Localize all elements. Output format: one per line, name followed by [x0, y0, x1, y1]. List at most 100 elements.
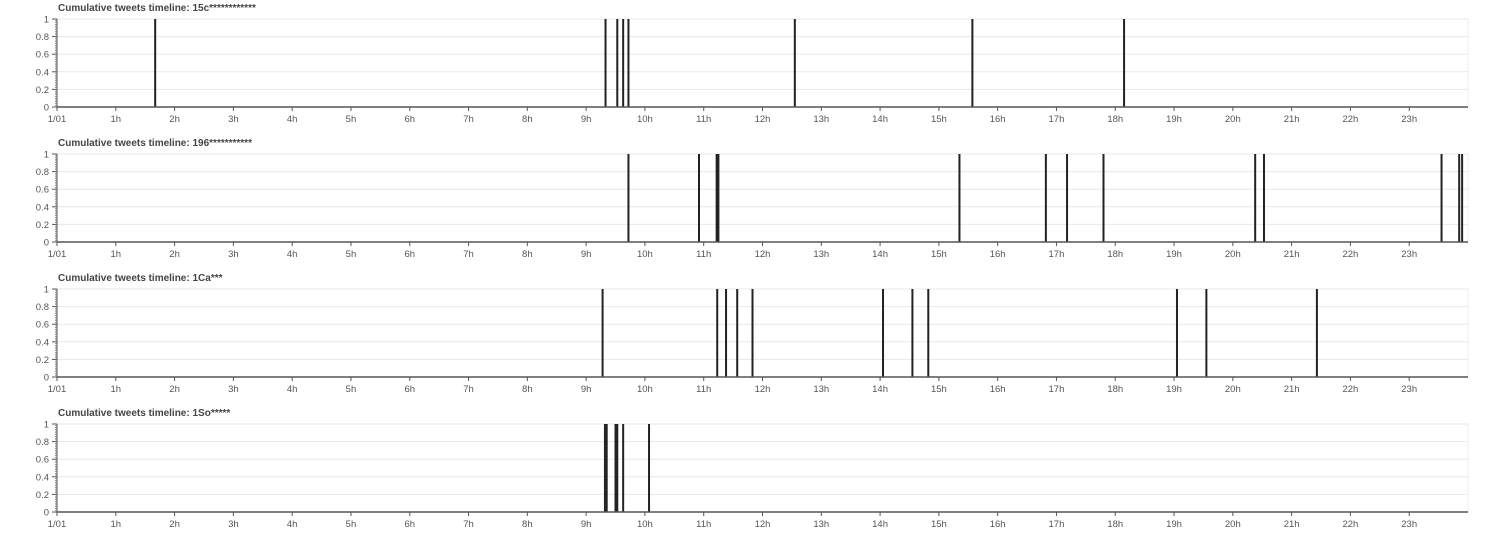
x-tick-label: 17h	[1049, 519, 1065, 530]
x-tick-label: 18h	[1107, 519, 1123, 530]
x-tick-label: 17h	[1049, 114, 1065, 125]
x-tick-label: 18h	[1107, 114, 1123, 125]
x-tick-label: 11h	[696, 249, 711, 260]
x-tick-label: 15h	[931, 114, 947, 125]
x-tick-label: 16h	[990, 114, 1006, 125]
y-tick-label: 0.8	[36, 167, 49, 178]
x-tick-label: 14h	[872, 519, 888, 530]
x-tick-label: 6h	[404, 384, 415, 395]
x-tick-label: 14h	[872, 384, 888, 395]
y-tick-label: 0	[44, 373, 49, 384]
x-tick-label: 18h	[1107, 249, 1123, 260]
y-tick-label: 0.4	[36, 337, 49, 348]
x-tick-label: 4h	[287, 384, 298, 395]
x-tick-label: 20h	[1225, 114, 1241, 125]
y-tick-label: 0.6	[36, 50, 49, 61]
x-tick-label: 21h	[1284, 114, 1300, 125]
timeline-panel-1: Cumulative tweets timeline: 15c*********…	[36, 3, 1469, 125]
x-tick-label: 8h	[522, 114, 533, 125]
y-tick-label: 0.2	[36, 355, 49, 366]
x-tick-label: 9h	[581, 114, 592, 125]
y-tick-label: 0.8	[36, 32, 49, 43]
x-tick-label: 21h	[1284, 384, 1300, 395]
x-tick-label: 10h	[637, 249, 653, 260]
y-tick-label: 0	[44, 238, 49, 249]
x-tick-label: 12h	[755, 249, 771, 260]
x-tick-label: 19h	[1166, 519, 1182, 530]
x-tick-label: 21h	[1284, 249, 1300, 260]
plot-frame	[56, 423, 1469, 513]
x-tick-label: 6h	[404, 114, 415, 125]
x-tick-label: 10h	[637, 519, 653, 530]
x-tick-label: 17h	[1049, 384, 1065, 395]
chart-title: Cumulative tweets timeline: 1So*****	[58, 408, 230, 419]
x-tick-label: 1h	[111, 249, 122, 260]
y-tick-label: 0.6	[36, 455, 49, 466]
x-tick-label: 3h	[228, 249, 239, 260]
x-tick-label: 14h	[872, 249, 888, 260]
x-tick-label: 1/01	[48, 519, 67, 530]
y-tick-label: 0.6	[36, 320, 49, 331]
x-tick-label: 13h	[813, 384, 829, 395]
x-tick-label: 12h	[755, 384, 771, 395]
x-tick-label: 20h	[1225, 384, 1241, 395]
y-tick-label: 0.6	[36, 185, 49, 196]
x-tick-label: 12h	[755, 519, 771, 530]
x-tick-label: 11h	[696, 519, 711, 530]
x-tick-label: 2h	[169, 519, 180, 530]
y-tick-label: 0.4	[36, 67, 49, 78]
x-tick-label: 10h	[637, 384, 653, 395]
x-tick-label: 17h	[1049, 249, 1065, 260]
x-tick-label: 3h	[228, 114, 239, 125]
x-tick-label: 5h	[346, 519, 357, 530]
y-tick-label: 0	[44, 508, 49, 519]
x-tick-label: 22h	[1342, 384, 1358, 395]
timeline-panel-4: Cumulative tweets timeline: 1So***** 0 0.2…	[36, 408, 1469, 530]
chart-title: Cumulative tweets timeline: 1Ca***	[58, 273, 223, 284]
x-tick-label: 15h	[931, 384, 947, 395]
x-tick-label: 16h	[990, 384, 1006, 395]
x-tick-label: 6h	[404, 519, 415, 530]
x-tick-label: 19h	[1166, 249, 1182, 260]
x-tick-label: 9h	[581, 249, 592, 260]
timeline-panel-3: Cumulative tweets timeline: 1Ca*** 0 0.2 0.…	[36, 273, 1469, 395]
plot-frame	[56, 18, 1469, 108]
y-tick-label: 0.4	[36, 472, 49, 483]
x-tick-label: 11h	[696, 114, 711, 125]
x-tick-label: 1/01	[48, 384, 67, 395]
chart-title: Cumulative tweets timeline: 196*********…	[58, 138, 252, 149]
x-tick-label: 8h	[522, 519, 533, 530]
x-tick-label: 23h	[1401, 384, 1417, 395]
x-tick-label: 12h	[755, 114, 771, 125]
x-tick-label: 15h	[931, 249, 947, 260]
x-tick-label: 5h	[346, 384, 357, 395]
x-tick-label: 9h	[581, 519, 592, 530]
x-tick-label: 11h	[696, 384, 711, 395]
x-tick-label: 6h	[404, 249, 415, 260]
x-tick-label: 7h	[463, 519, 474, 530]
x-tick-label: 22h	[1342, 249, 1358, 260]
x-tick-label: 18h	[1107, 384, 1123, 395]
x-tick-label: 4h	[287, 519, 298, 530]
x-tick-label: 13h	[813, 519, 829, 530]
x-tick-label: 19h	[1166, 384, 1182, 395]
x-tick-label: 13h	[813, 114, 829, 125]
y-tick-label: 0.2	[36, 85, 49, 96]
x-tick-label: 7h	[463, 384, 474, 395]
y-tick-label: 1	[44, 285, 49, 296]
x-tick-label: 9h	[581, 384, 592, 395]
x-tick-label: 20h	[1225, 249, 1241, 260]
y-tick-label: 0.8	[36, 437, 49, 448]
x-tick-label: 2h	[169, 249, 180, 260]
x-tick-label: 1h	[111, 384, 122, 395]
x-tick-label: 10h	[637, 114, 653, 125]
x-tick-label: 16h	[990, 249, 1006, 260]
x-tick-label: 15h	[931, 519, 947, 530]
x-tick-label: 3h	[228, 519, 239, 530]
y-tick-label: 0.2	[36, 490, 49, 501]
x-tick-label: 7h	[463, 249, 474, 260]
x-tick-label: 14h	[872, 114, 888, 125]
y-tick-label: 0.2	[36, 220, 49, 231]
x-tick-label: 4h	[287, 249, 298, 260]
